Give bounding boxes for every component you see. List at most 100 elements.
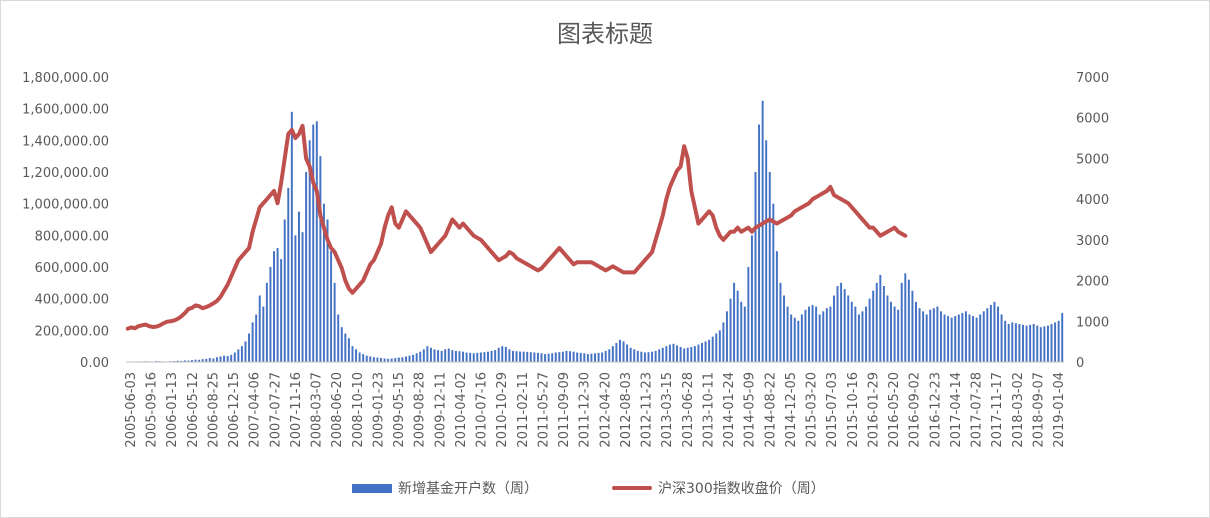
bar xyxy=(722,322,725,362)
bar xyxy=(818,314,821,362)
bar xyxy=(875,282,878,362)
bar xyxy=(255,314,258,362)
bar xyxy=(872,290,875,362)
x-axis: 2005-06-03 2005-09-16 2006-01-13 2006-05-12… xyxy=(124,361,1067,448)
bar xyxy=(508,349,511,362)
bar xyxy=(458,351,461,362)
bar xyxy=(565,350,568,362)
bar xyxy=(672,343,675,362)
bar xyxy=(775,251,778,362)
x-axis-tick-label: 2006-12-15 xyxy=(227,372,242,448)
bar xyxy=(419,351,422,362)
bar xyxy=(561,351,564,362)
bar xyxy=(611,346,614,362)
bar xyxy=(697,344,700,362)
bar xyxy=(932,308,935,362)
bar xyxy=(832,295,835,362)
bar xyxy=(651,351,654,362)
left-axis-tick-label: 1,800,000.00 xyxy=(22,71,109,86)
bar xyxy=(975,317,978,362)
bar xyxy=(469,352,472,362)
chart-title: 图表标题 xyxy=(557,20,653,48)
right-axis-ticks: 0 1000 2000 3000 4000 5000 6000 7000 xyxy=(1076,71,1109,371)
x-axis-tick-label: 2017-04-14 xyxy=(949,372,964,448)
bar xyxy=(847,295,850,362)
x-axis-tick-label: 2007-07-27 xyxy=(268,372,283,448)
bar xyxy=(451,350,454,363)
x-axis-tick-label: 2006-01-13 xyxy=(165,372,180,448)
bar xyxy=(283,219,286,362)
x-axis-tick-label: 2018-03-02 xyxy=(1011,372,1026,448)
x-axis-tick-label: 2010-10-29 xyxy=(495,372,510,448)
bar xyxy=(219,356,222,362)
right-axis-tick-label: 1000 xyxy=(1076,315,1109,330)
x-axis-tick-label: 2009-12-11 xyxy=(433,372,448,448)
bar xyxy=(636,350,639,362)
bar xyxy=(986,308,989,362)
legend-item-line: 沪深300指数收盘价（周） xyxy=(612,478,825,498)
bar xyxy=(273,251,275,362)
bar xyxy=(854,306,857,362)
bar xyxy=(982,311,985,362)
bar xyxy=(408,355,411,362)
x-axis-tick-label: 2011-02-11 xyxy=(516,372,531,448)
right-axis-tick-label: 0 xyxy=(1076,356,1084,371)
bar xyxy=(750,235,753,362)
x-axis-tick-label: 2014-08-22 xyxy=(763,372,778,448)
x-axis-tick-label: 2007-11-16 xyxy=(289,372,304,448)
bar xyxy=(365,355,368,362)
bar xyxy=(344,333,347,362)
bar xyxy=(387,358,390,362)
bar xyxy=(180,360,183,362)
legend-swatch-bar xyxy=(352,483,392,493)
x-axis-tick-label: 2011-05-27 xyxy=(536,372,551,448)
bar xyxy=(1050,324,1053,362)
right-axis-tick-label: 5000 xyxy=(1076,152,1109,167)
bar xyxy=(540,353,543,362)
bar xyxy=(915,301,917,362)
bar xyxy=(929,309,932,362)
bar xyxy=(248,333,251,362)
bar xyxy=(640,351,643,362)
x-axis-tick-label: 2009-08-28 xyxy=(413,372,428,448)
bar xyxy=(433,349,436,362)
left-axis-tick-label: 1,600,000.00 xyxy=(22,103,109,118)
bar xyxy=(237,349,240,362)
bar xyxy=(690,346,693,362)
bar xyxy=(465,352,468,362)
bar xyxy=(198,359,201,362)
bar xyxy=(362,354,365,362)
bar xyxy=(240,346,243,362)
bar xyxy=(993,301,996,362)
bar xyxy=(925,314,928,362)
bar xyxy=(1018,324,1021,362)
bar xyxy=(454,350,457,362)
bar xyxy=(415,353,418,362)
bar xyxy=(319,156,322,362)
bar xyxy=(886,295,889,362)
bar xyxy=(208,358,211,362)
bar xyxy=(968,314,971,362)
bar xyxy=(729,298,732,362)
bar xyxy=(472,353,475,362)
bar xyxy=(579,352,582,362)
bar xyxy=(572,351,575,362)
bar xyxy=(372,357,375,362)
legend-label-line: 沪深300指数收盘价（周） xyxy=(658,481,825,497)
bar xyxy=(840,282,843,362)
bar xyxy=(647,352,650,362)
x-axis-tick-label: 2018-09-07 xyxy=(1031,372,1046,448)
bar xyxy=(223,355,226,362)
bar xyxy=(233,352,236,362)
left-axis-tick-label: 0.00 xyxy=(80,356,109,371)
bar xyxy=(1029,324,1032,362)
bar xyxy=(668,344,671,362)
bar xyxy=(815,306,818,362)
bar xyxy=(479,352,482,362)
bar xyxy=(290,111,293,362)
bar xyxy=(964,311,967,362)
x-axis-tick-label: 2016-12-23 xyxy=(928,372,943,448)
bar xyxy=(783,295,786,362)
bar xyxy=(772,203,775,362)
bar xyxy=(608,349,611,362)
